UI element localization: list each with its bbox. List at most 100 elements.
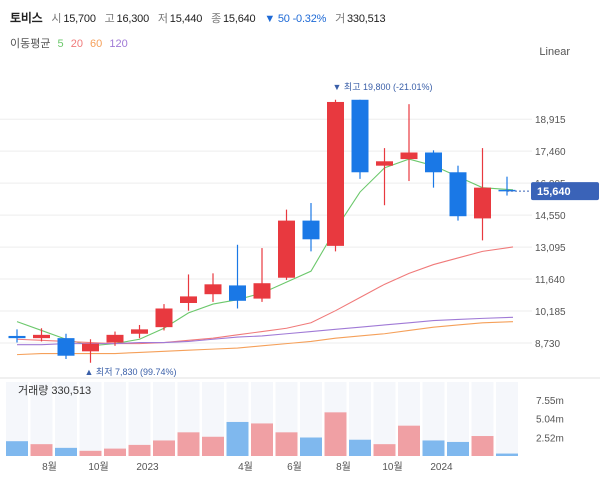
open-price: 15,700 [63, 13, 96, 25]
volume-column-bg [226, 382, 249, 456]
price-change: ▼ 50 -0.32% [264, 13, 327, 25]
time-tick-label: 2024 [430, 462, 453, 473]
volume-tick-label: 5.04m [536, 415, 564, 426]
volume-column-bg [373, 382, 396, 456]
volume-bar [324, 412, 347, 456]
volume-bar [422, 440, 445, 456]
time-tick-label: 10월 [382, 461, 402, 473]
volume-column-bg [300, 382, 322, 456]
time-tick-label: 6월 [287, 461, 302, 473]
low-annotation: ▲ 최저 7,830 (99.74%) [85, 367, 177, 377]
high-price: 16,300 [116, 13, 150, 25]
open-label: 시 [51, 13, 62, 25]
volume-bar [55, 447, 77, 456]
price-tick-label: 18,915 [535, 115, 566, 126]
volume-bar [226, 421, 249, 456]
ma60-label: 60 [90, 38, 103, 50]
candle-body [253, 283, 271, 299]
volume-column-bg [398, 382, 420, 456]
volume-bar [177, 432, 200, 456]
volume-column-bg [79, 382, 102, 456]
volume-bar [471, 436, 494, 456]
volume-column-bg [471, 382, 494, 456]
candle-body [204, 284, 222, 295]
volume-bar [6, 441, 28, 456]
scale-mode-button[interactable]: Linear [539, 46, 570, 58]
volume-column-bg [251, 382, 273, 456]
candle-body [425, 152, 442, 173]
candle-body [229, 285, 246, 301]
candle-body [131, 329, 148, 334]
high-annotation: ▼ 최고 19,800 (-21.01%) [333, 82, 433, 92]
current-price-label: 15,640 [537, 186, 571, 198]
price-tick-label: 11,640 [535, 275, 565, 286]
volume-column-bg [422, 382, 445, 456]
volume-column-bg [55, 382, 77, 456]
volume-column-bg [153, 382, 175, 456]
volume-bar [79, 450, 102, 456]
moving-average-legend[interactable]: 이동평균 5 20 60 120 [10, 35, 132, 51]
candle-body [474, 187, 491, 219]
moving-average-title: 이동평균 [10, 38, 51, 50]
volume-bar [251, 423, 273, 456]
candle-body [155, 308, 173, 328]
ma5-line [16, 158, 514, 347]
volume-bar [447, 441, 469, 456]
high-label: 고 [104, 13, 115, 25]
volume-tick-label: 2.52m [536, 433, 564, 444]
price-tick-label: 10,185 [535, 307, 566, 318]
volume-bar [300, 437, 322, 456]
price-tick-label: 13,095 [535, 243, 566, 254]
time-tick-label: 8월 [42, 461, 57, 473]
time-tick-label: 8월 [336, 461, 351, 473]
candle-body [278, 220, 295, 278]
volume-bar [153, 440, 175, 456]
candle-body [57, 338, 75, 356]
low-label: 저 [157, 13, 168, 25]
stock-name: 토비스 [10, 11, 43, 25]
volume-tick-label: 7.55m [536, 396, 564, 407]
volume-column-bg [324, 382, 347, 456]
time-tick-label: 4월 [238, 461, 253, 473]
price-tick-label: 16,005 [535, 179, 566, 190]
candle-body [498, 189, 516, 192]
volume-bar [128, 444, 151, 456]
candle-body [180, 296, 197, 303]
volume-column-bg [349, 382, 371, 456]
candle-body [351, 99, 369, 173]
candle-body [400, 152, 418, 160]
ma5-label: 5 [57, 38, 64, 50]
close-price: 15,640 [223, 13, 256, 25]
volume-bar [349, 439, 371, 456]
candle-body [33, 334, 50, 339]
volume-bar [398, 425, 420, 456]
volume-column-bg [447, 382, 469, 456]
price-tick-label: 8,730 [535, 339, 560, 350]
volume-bar [104, 448, 126, 456]
quote-header: 토비스 시 15,700 고 16,300 저 15,440 종 15,640 ▼ 50… [10, 9, 391, 26]
volume-bar [202, 436, 224, 456]
price-tick-label: 14,550 [535, 211, 566, 222]
volume-value: 330,513 [347, 13, 386, 25]
candle-body [8, 335, 26, 339]
volume-column-bg [104, 382, 126, 456]
volume-bar [496, 453, 518, 456]
price-tick-label: 17,460 [535, 147, 566, 158]
volume-title: 거래량 330,513 [18, 384, 91, 397]
volume-column-bg [6, 382, 28, 456]
volume-bar [275, 432, 298, 456]
volume-column-bg [202, 382, 224, 456]
volume-label: 거 [335, 13, 345, 25]
candle-body [449, 172, 467, 217]
ma20-line [16, 246, 514, 345]
candle-body [327, 101, 344, 246]
candle-body [82, 343, 99, 352]
time-tick-label: 10월 [88, 461, 108, 473]
volume-column-bg [177, 382, 200, 456]
current-price-badge [531, 182, 599, 201]
volume-bar [30, 444, 53, 456]
candle-body [376, 161, 393, 166]
ma20-label: 20 [70, 38, 83, 50]
candle-body [302, 220, 320, 240]
